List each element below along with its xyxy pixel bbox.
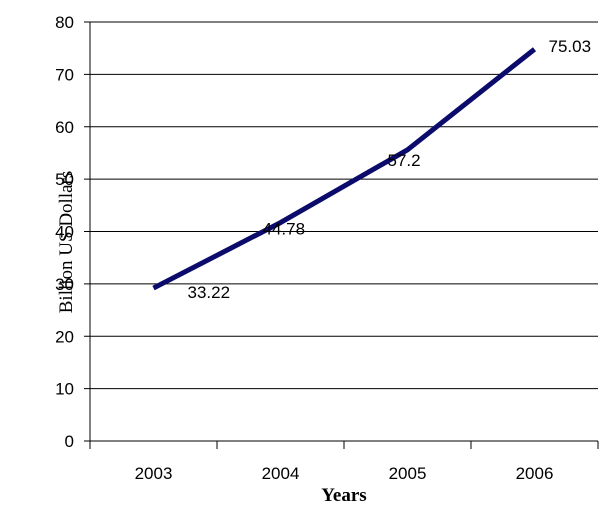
data-label: 33.22: [188, 283, 231, 302]
y-tick-labels: 0 10 20 30 40 50 60 70 80: [55, 13, 74, 451]
y-tick-label: 30: [55, 275, 74, 294]
y-tick-label: 0: [65, 432, 74, 451]
y-tick-label: 40: [55, 223, 74, 242]
data-label: 75.03: [549, 37, 592, 56]
series-line: [152, 47, 537, 291]
y-tick-label: 80: [55, 13, 74, 32]
y-tick-label: 50: [55, 170, 74, 189]
axes: [84, 21, 599, 449]
data-labels: 33.22 44.78 57.2 75.03: [188, 37, 592, 302]
x-tick-labels: 2003 2004 2005 2006: [135, 464, 554, 483]
series: [152, 47, 537, 291]
data-label: 57.2: [388, 151, 421, 170]
data-label: 44.78: [263, 220, 306, 239]
y-axis-title: Billion US Dollars: [56, 171, 77, 314]
x-tick-label: 2006: [516, 464, 554, 483]
x-tick-label: 2005: [389, 464, 427, 483]
y-tick-label: 70: [55, 65, 74, 84]
y-tick-label: 10: [55, 380, 74, 399]
x-tick-label: 2003: [135, 464, 173, 483]
y-tick-label: 20: [55, 327, 74, 346]
x-axis-title: Years: [321, 485, 366, 506]
gridlines: [90, 21, 598, 390]
x-tick-label: 2004: [262, 464, 300, 483]
y-tick-label: 60: [55, 118, 74, 137]
